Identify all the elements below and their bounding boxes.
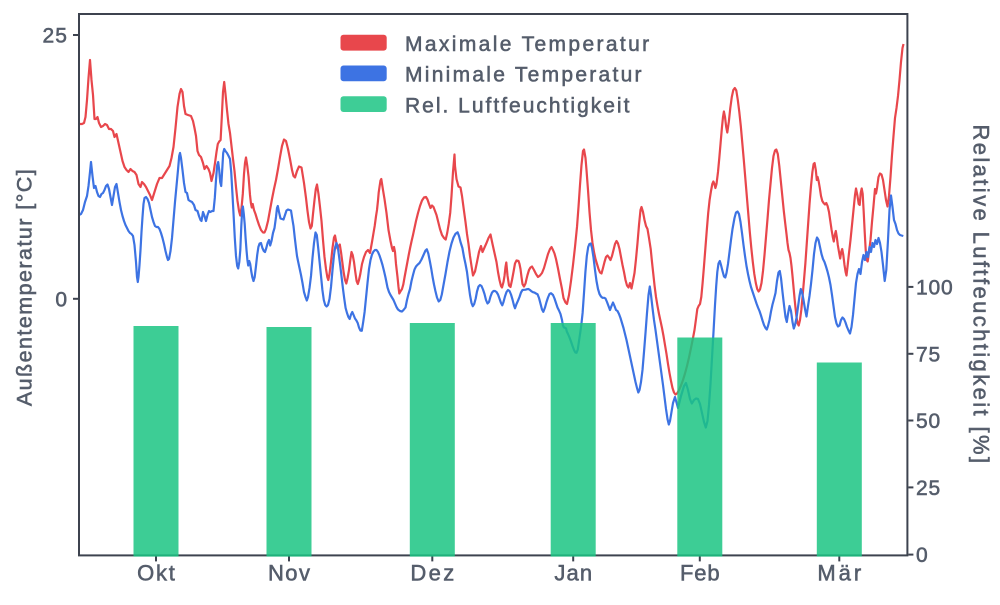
svg-text:Okt: Okt [137,561,176,586]
svg-text:0: 0 [55,288,67,311]
svg-text:Relative Luftfeuchtigkeit [%]: Relative Luftfeuchtigkeit [%] [969,124,994,465]
svg-text:75: 75 [916,343,941,366]
svg-text:Nov: Nov [268,561,311,586]
svg-text:100: 100 [916,276,953,299]
svg-text:Außentemperatur [°C]: Außentemperatur [°C] [13,168,37,406]
svg-text:Rel. Luftfeuchtigkeit: Rel. Luftfeuchtigkeit [405,94,631,117]
svg-text:0: 0 [916,544,928,567]
svg-text:Jan: Jan [554,561,593,586]
svg-text:Feb: Feb [680,561,721,586]
svg-text:Dez: Dez [410,561,456,586]
svg-text:25: 25 [42,25,68,48]
svg-text:25: 25 [916,477,941,500]
svg-text:Minimale Temperatur: Minimale Temperatur [405,64,644,87]
svg-text:Mär: Mär [817,561,864,586]
svg-text:Maximale Temperatur: Maximale Temperatur [405,33,652,56]
svg-text:50: 50 [916,410,941,433]
